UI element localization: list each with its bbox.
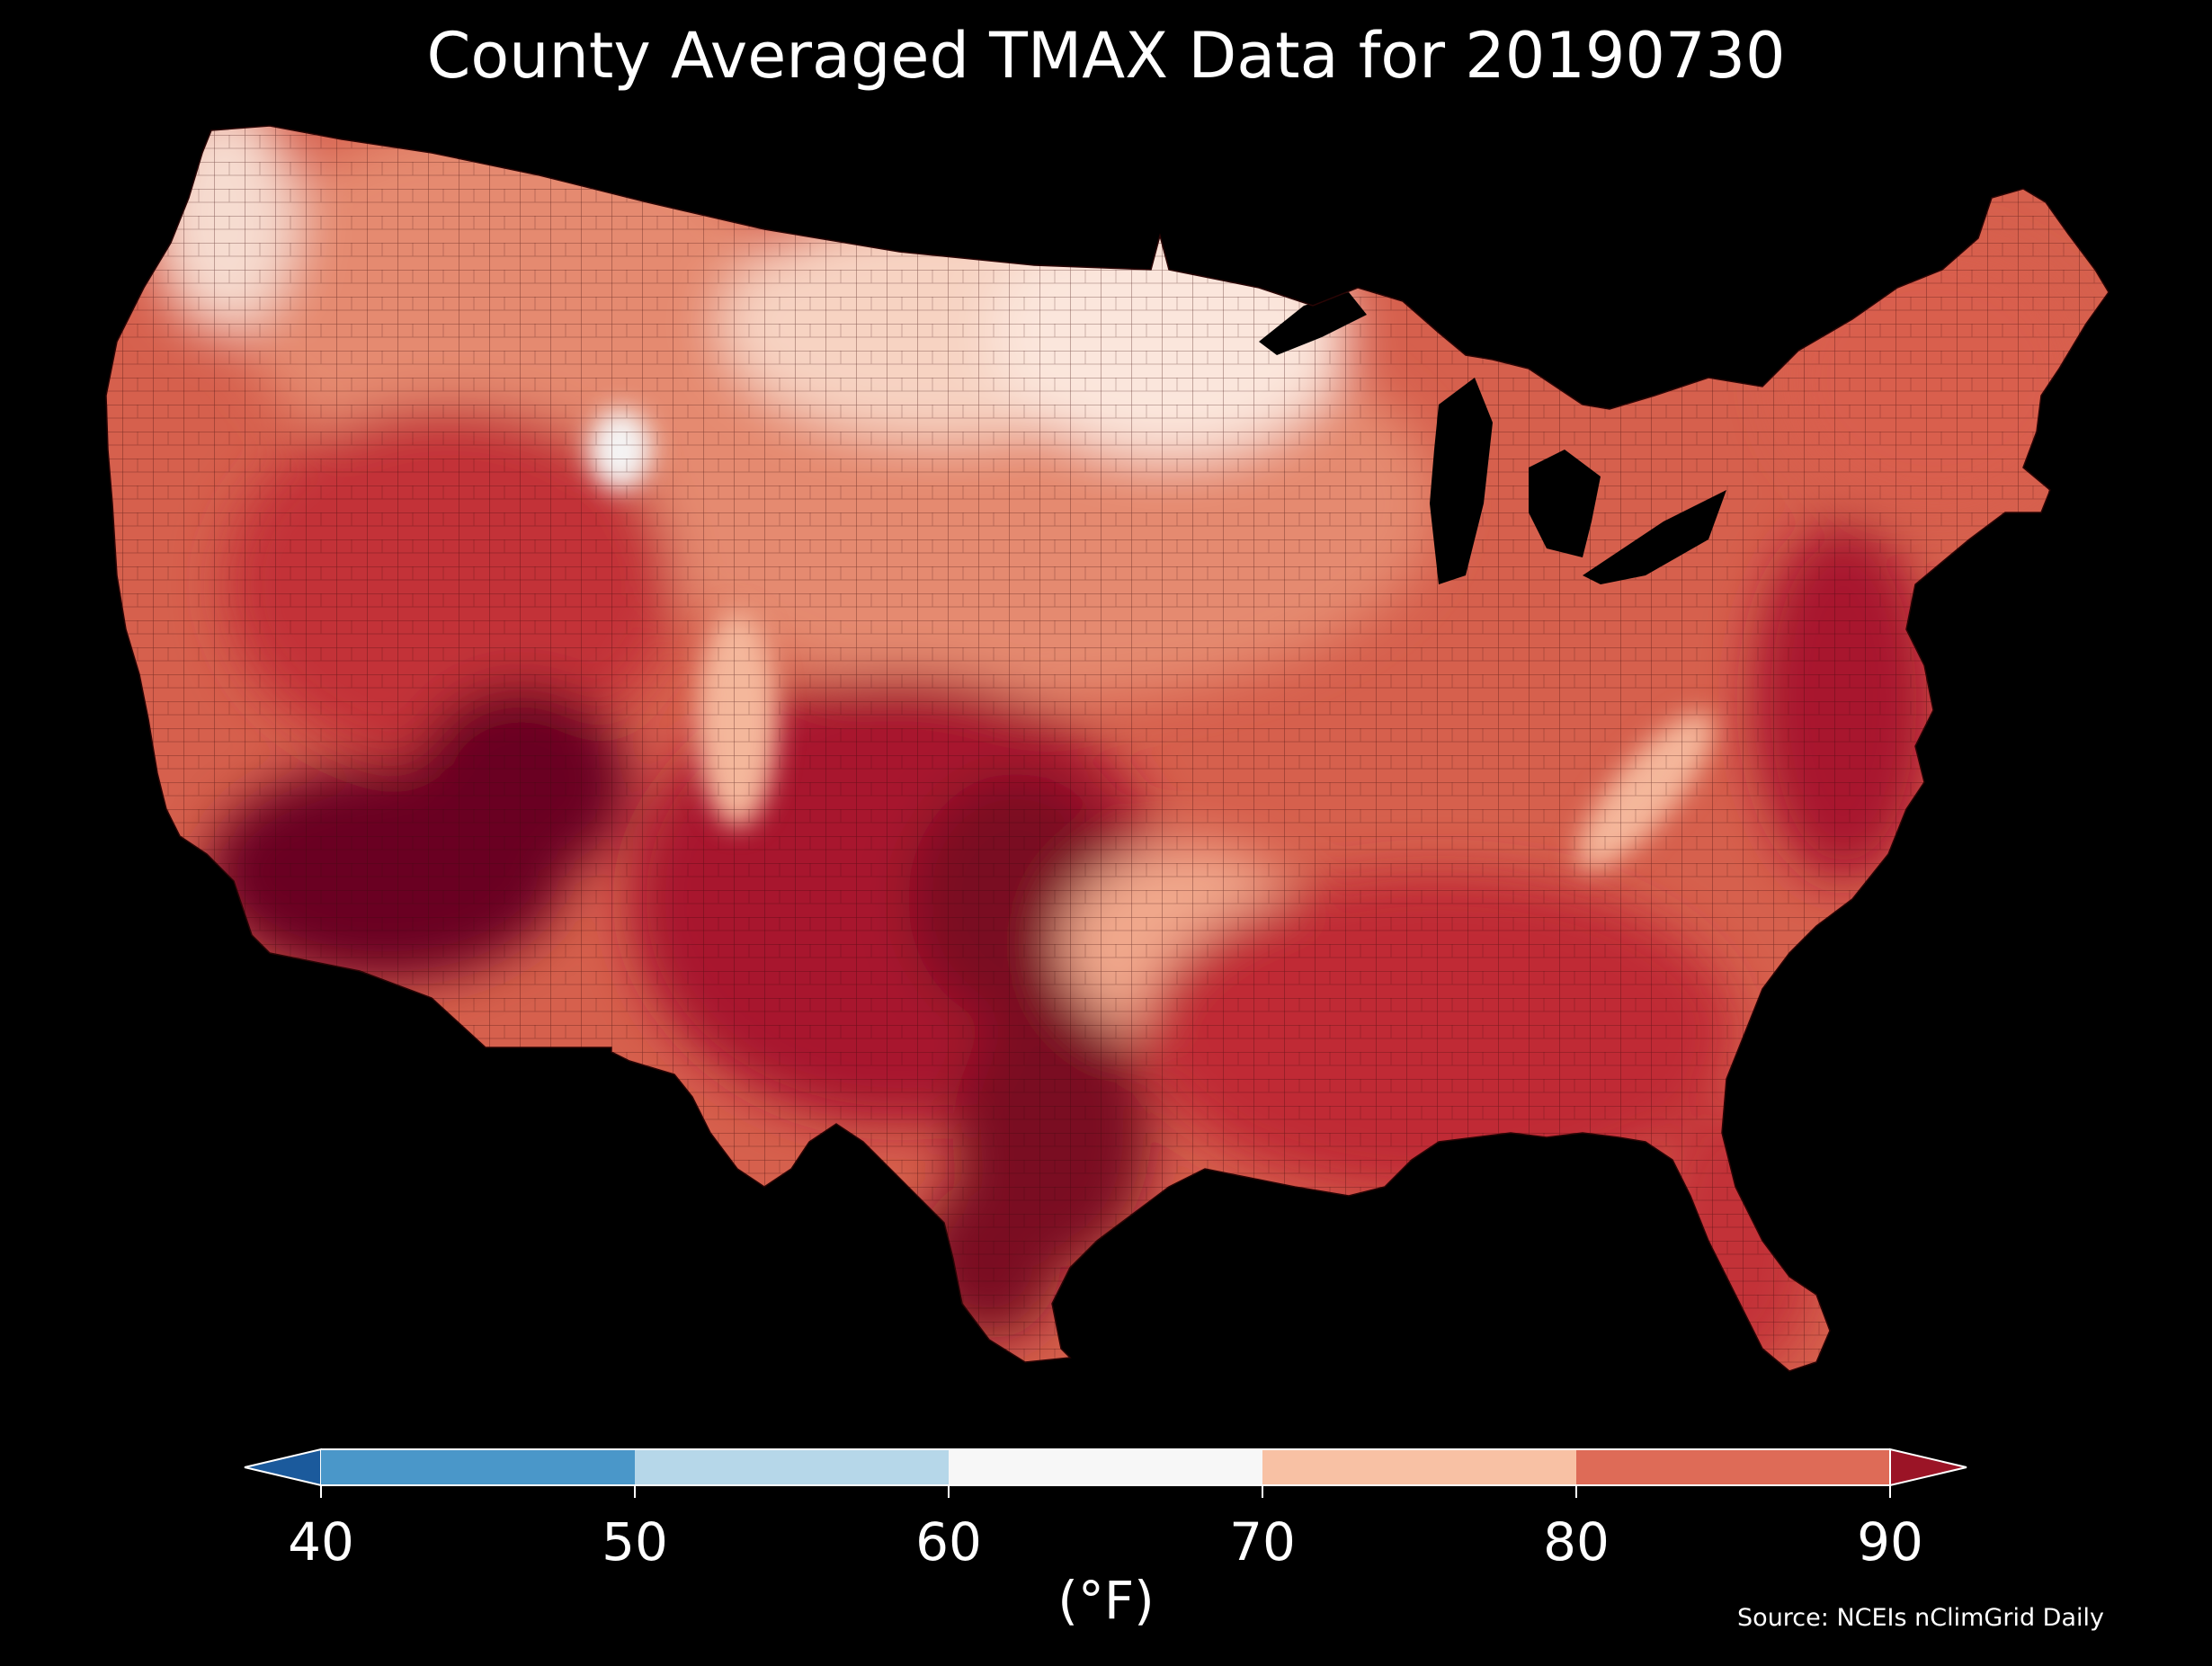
map-title: County Averaged TMAX Data for 20190730 [426, 19, 1786, 93]
colorbar-segment-80-90 [1576, 1449, 1890, 1485]
colorbar-segment-40-50 [321, 1449, 635, 1485]
colorbar-extend-high-arrow [1889, 1448, 1967, 1487]
colorbar-segment-60-70 [949, 1449, 1262, 1485]
source-credit: Source: NCEIs nClimGrid Daily [1737, 1604, 2104, 1632]
colorbar-extend-low-arrow [244, 1448, 322, 1487]
colorbar-tick-label-40: 40 [288, 1511, 354, 1572]
colorbar-units-label: (°F) [1057, 1570, 1155, 1631]
colorbar-tick-label-60: 60 [915, 1511, 982, 1572]
colorbar-tick-label-70: 70 [1229, 1511, 1296, 1572]
colorbar-segment-70-80 [1262, 1449, 1576, 1485]
colorbar-tick-label-90: 90 [1857, 1511, 1923, 1572]
colorbar-tick-label-50: 50 [602, 1511, 668, 1572]
colorbar-tick-label-80: 80 [1543, 1511, 1610, 1572]
colorbar-segment-50-60 [635, 1449, 949, 1485]
